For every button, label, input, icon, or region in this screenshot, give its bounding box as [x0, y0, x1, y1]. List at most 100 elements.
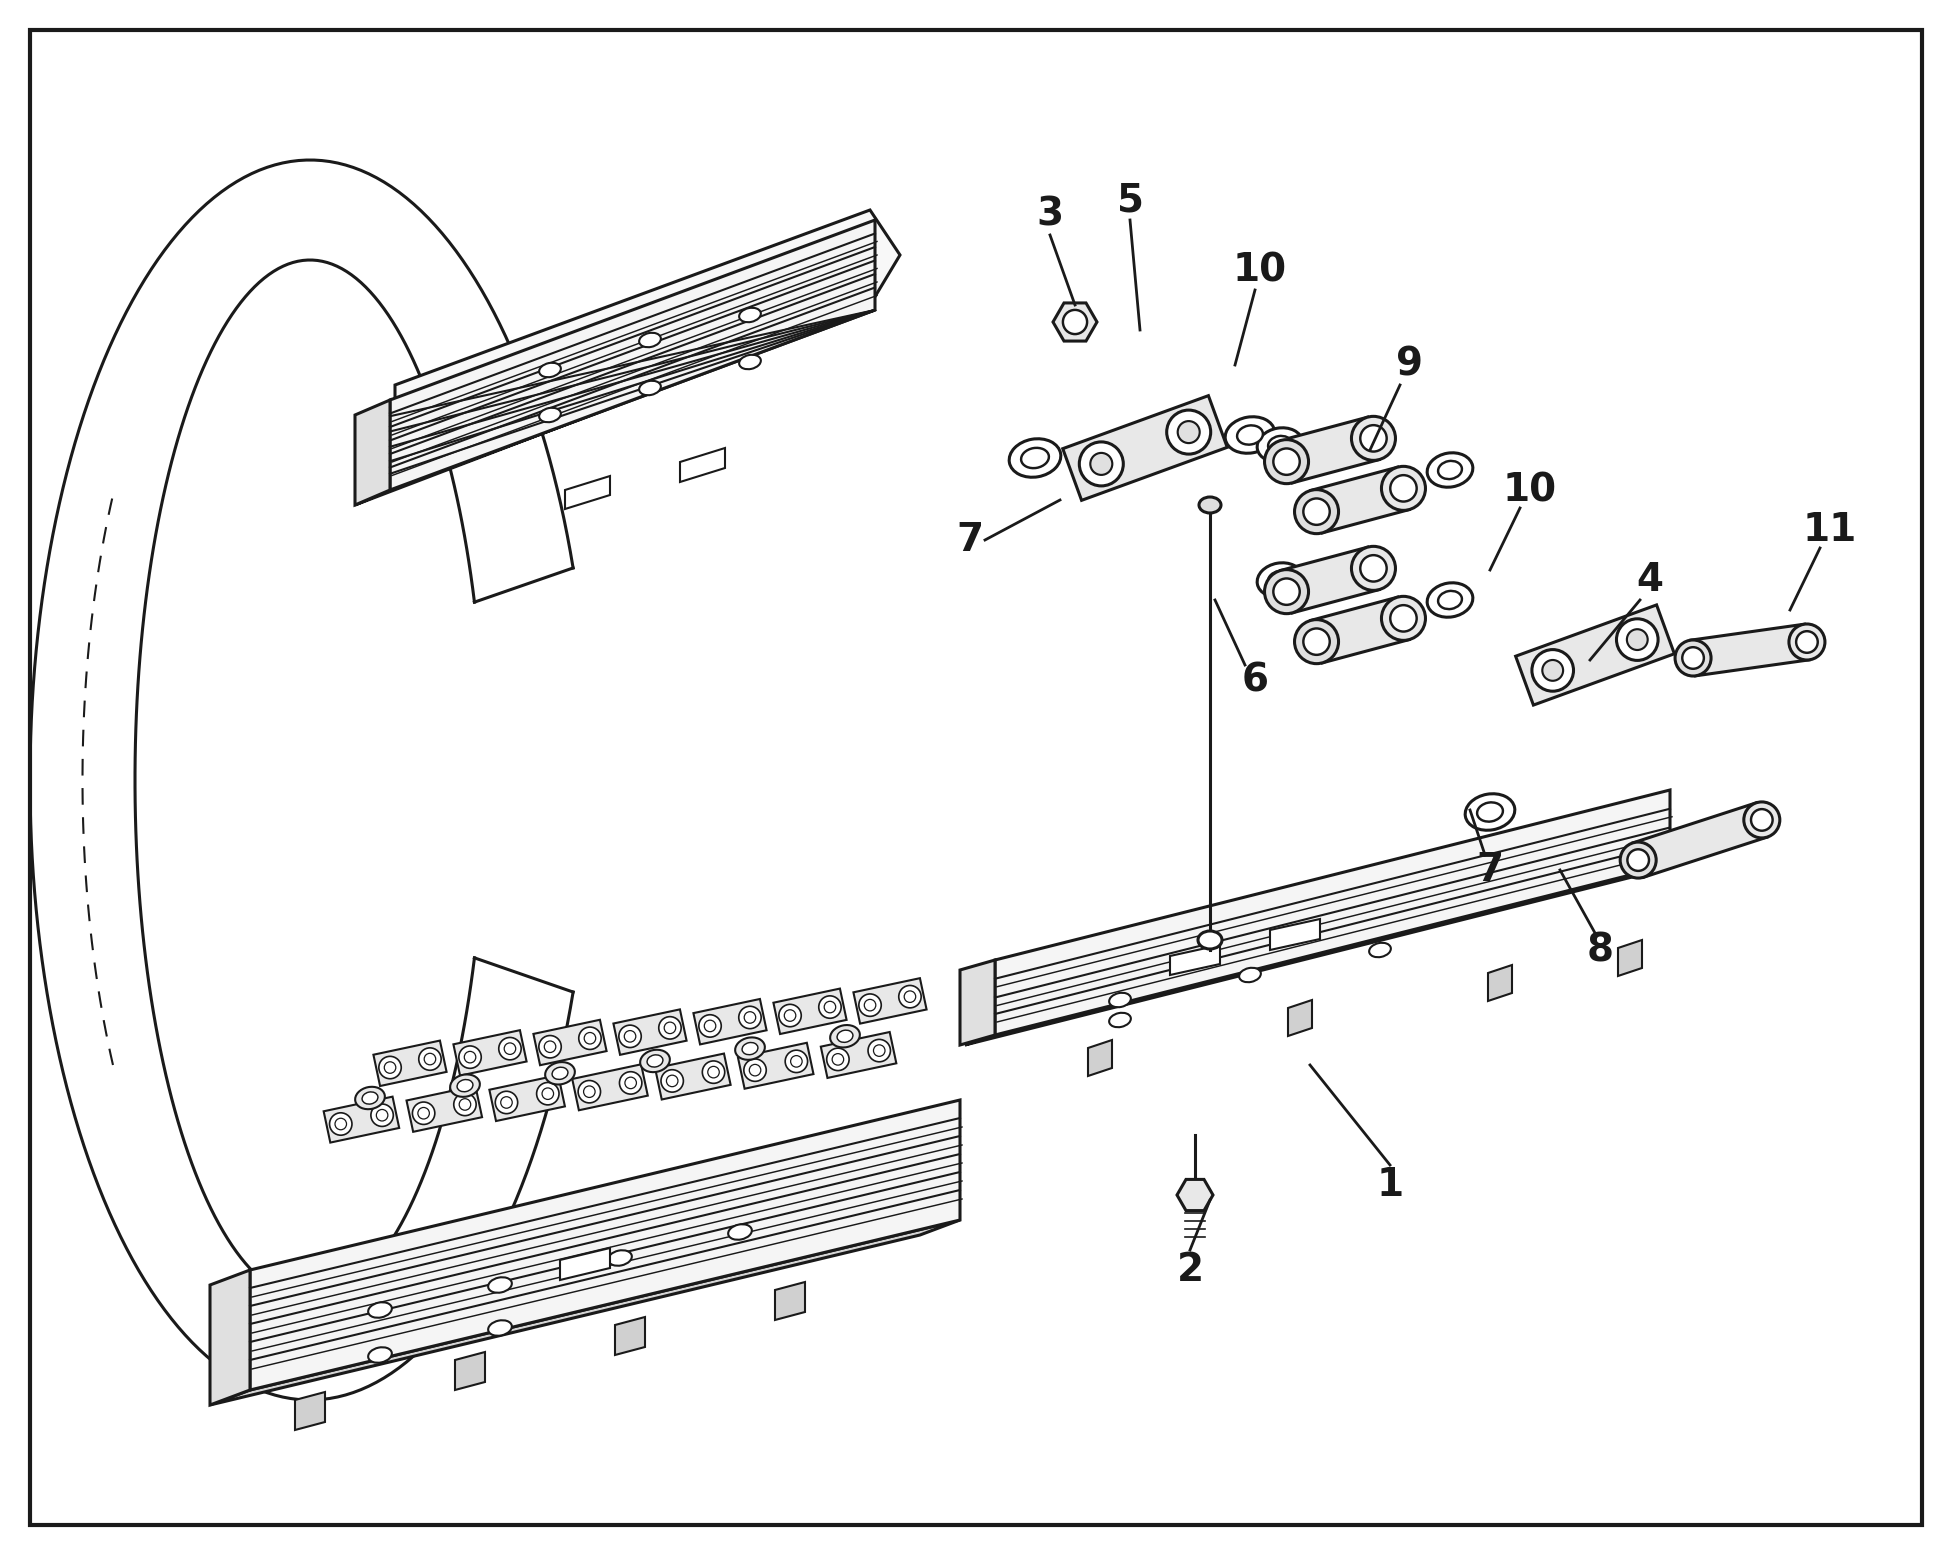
Circle shape [465, 1051, 476, 1064]
Polygon shape [1169, 945, 1220, 975]
Circle shape [412, 1102, 435, 1124]
Polygon shape [355, 400, 390, 505]
Ellipse shape [1199, 498, 1222, 513]
Ellipse shape [488, 1320, 511, 1336]
Circle shape [744, 1012, 755, 1023]
Polygon shape [533, 1020, 607, 1065]
Circle shape [371, 1104, 392, 1126]
Ellipse shape [1439, 591, 1462, 610]
Ellipse shape [1351, 417, 1396, 460]
Circle shape [578, 1026, 601, 1050]
Ellipse shape [1109, 1012, 1130, 1028]
Ellipse shape [1361, 425, 1386, 451]
Ellipse shape [742, 1042, 757, 1054]
Ellipse shape [1257, 428, 1302, 462]
Text: 2: 2 [1177, 1252, 1204, 1289]
Circle shape [705, 1020, 716, 1031]
Circle shape [828, 1048, 849, 1070]
Polygon shape [355, 309, 874, 505]
Ellipse shape [740, 308, 761, 322]
Polygon shape [996, 790, 1671, 1036]
Polygon shape [615, 1317, 644, 1354]
Circle shape [865, 1000, 876, 1011]
Polygon shape [394, 210, 900, 480]
Circle shape [750, 1064, 761, 1076]
Ellipse shape [1796, 631, 1817, 653]
Ellipse shape [1620, 843, 1655, 879]
Circle shape [818, 995, 841, 1019]
Ellipse shape [728, 1224, 752, 1239]
Circle shape [1167, 411, 1210, 454]
Text: 8: 8 [1587, 931, 1614, 969]
Ellipse shape [1294, 490, 1339, 533]
Polygon shape [564, 476, 609, 508]
Polygon shape [960, 959, 996, 1045]
Circle shape [418, 1107, 429, 1120]
Polygon shape [1618, 941, 1642, 977]
Polygon shape [406, 1085, 482, 1132]
Text: 1: 1 [1376, 1166, 1403, 1204]
Ellipse shape [740, 355, 761, 369]
Polygon shape [1487, 966, 1513, 1001]
Circle shape [330, 1113, 351, 1135]
Circle shape [459, 1099, 470, 1110]
Polygon shape [1690, 624, 1810, 676]
Ellipse shape [830, 1025, 859, 1048]
Circle shape [873, 1045, 884, 1056]
Polygon shape [1087, 1040, 1113, 1076]
Circle shape [1542, 659, 1564, 681]
Polygon shape [1632, 802, 1767, 877]
Polygon shape [1271, 919, 1320, 950]
Polygon shape [490, 1075, 564, 1121]
Ellipse shape [1466, 793, 1515, 830]
Polygon shape [1515, 605, 1675, 704]
Circle shape [625, 1031, 636, 1042]
Circle shape [543, 1088, 554, 1099]
Text: 10: 10 [1234, 250, 1286, 289]
Ellipse shape [1351, 546, 1396, 591]
Ellipse shape [539, 362, 560, 378]
Polygon shape [250, 1099, 960, 1390]
Circle shape [744, 1059, 767, 1081]
Polygon shape [773, 989, 847, 1034]
Circle shape [779, 1005, 800, 1026]
Circle shape [619, 1071, 642, 1095]
Circle shape [379, 1056, 402, 1079]
Text: 7: 7 [1476, 851, 1503, 889]
Polygon shape [390, 219, 874, 490]
Circle shape [662, 1070, 683, 1092]
Circle shape [537, 1082, 558, 1106]
Ellipse shape [1382, 597, 1425, 641]
Circle shape [500, 1037, 521, 1061]
Circle shape [699, 1015, 720, 1037]
Circle shape [336, 1118, 347, 1130]
Ellipse shape [1238, 426, 1263, 445]
Polygon shape [656, 1054, 730, 1099]
Ellipse shape [1628, 849, 1649, 871]
Polygon shape [1312, 597, 1409, 662]
Circle shape [904, 991, 915, 1003]
Polygon shape [613, 1009, 687, 1054]
Polygon shape [693, 998, 767, 1045]
Circle shape [666, 1075, 677, 1087]
Circle shape [832, 1054, 843, 1065]
Ellipse shape [609, 1250, 632, 1266]
Circle shape [791, 1056, 802, 1067]
Ellipse shape [1199, 931, 1222, 949]
Circle shape [1616, 619, 1657, 661]
Circle shape [504, 1043, 515, 1054]
Ellipse shape [1478, 802, 1503, 821]
Polygon shape [324, 1096, 400, 1143]
Ellipse shape [1294, 619, 1339, 664]
Polygon shape [1312, 466, 1409, 533]
Ellipse shape [457, 1079, 472, 1092]
Ellipse shape [488, 1277, 511, 1292]
Ellipse shape [1683, 647, 1704, 669]
Ellipse shape [1109, 992, 1130, 1008]
Ellipse shape [1751, 809, 1772, 830]
Polygon shape [1052, 303, 1097, 341]
Circle shape [619, 1025, 642, 1048]
Ellipse shape [1009, 439, 1060, 477]
Ellipse shape [355, 1087, 385, 1109]
Polygon shape [679, 448, 724, 482]
